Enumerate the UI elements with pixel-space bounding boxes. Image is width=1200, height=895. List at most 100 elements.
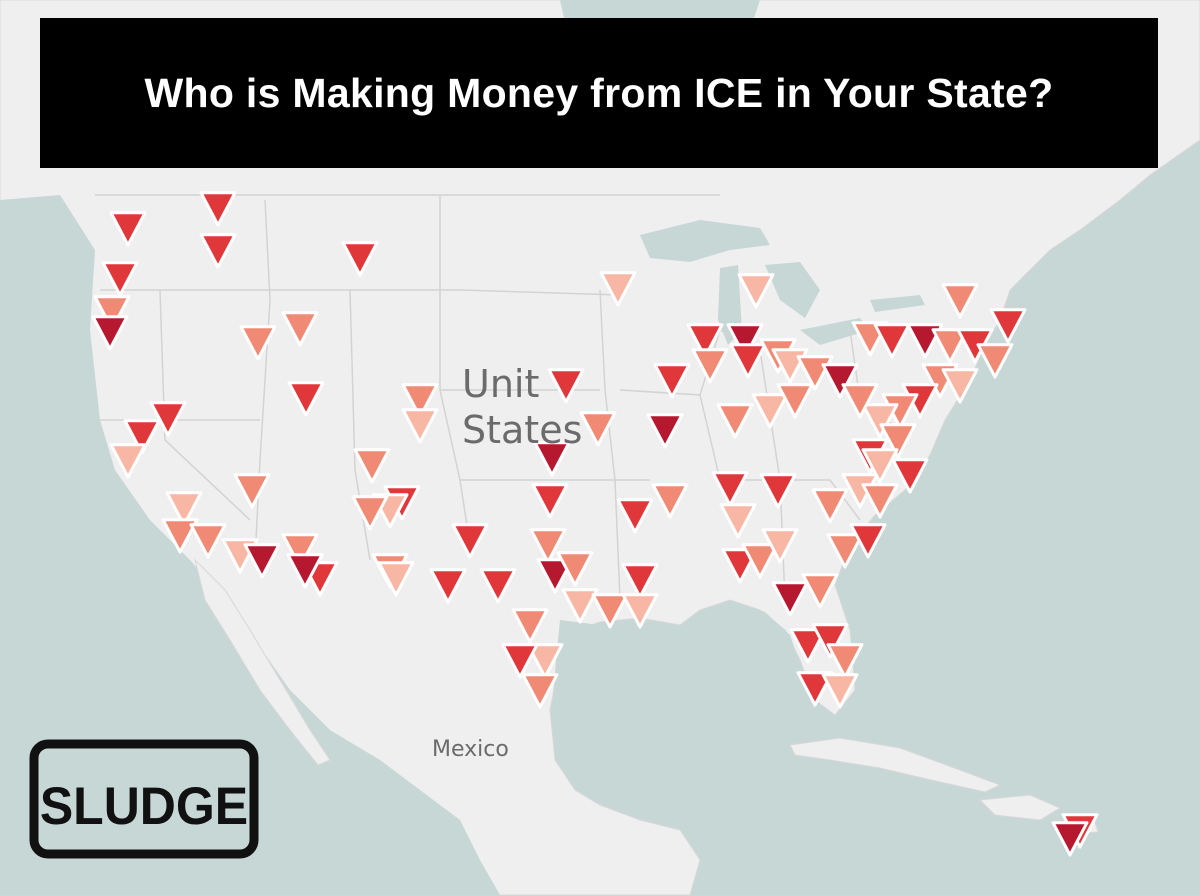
down-triangle-marker[interactable] [533, 441, 571, 477]
down-triangle-marker[interactable] [861, 483, 899, 519]
down-triangle-marker[interactable] [529, 528, 567, 564]
down-triangle-marker[interactable] [801, 573, 839, 609]
contractor-markers[interactable] [91, 191, 1099, 857]
down-triangle-marker[interactable] [716, 403, 754, 439]
country-label-mexico: Mexico [432, 737, 509, 762]
down-triangle-marker[interactable] [91, 315, 129, 351]
down-triangle-marker[interactable] [109, 443, 147, 479]
gulf-of-mexico [552, 602, 800, 810]
down-triangle-marker[interactable] [281, 533, 319, 569]
down-triangle-marker[interactable] [165, 491, 203, 527]
logo-border [29, 739, 259, 859]
down-triangle-marker[interactable] [989, 308, 1027, 344]
down-triangle-marker[interactable] [101, 261, 139, 297]
down-triangle-marker[interactable] [751, 393, 789, 429]
down-triangle-marker[interactable] [189, 523, 227, 559]
down-triangle-marker[interactable] [239, 325, 277, 361]
down-triangle-marker[interactable] [811, 623, 849, 659]
down-triangle-marker[interactable] [861, 403, 899, 439]
down-triangle-marker[interactable] [351, 495, 389, 531]
down-triangle-marker[interactable] [621, 563, 659, 599]
down-triangle-marker[interactable] [199, 191, 237, 227]
down-triangle-marker[interactable] [1051, 821, 1089, 857]
down-triangle-marker[interactable] [759, 473, 797, 509]
down-triangle-marker[interactable] [811, 488, 849, 524]
logo-text: SLUDGE [40, 777, 248, 835]
cuba [789, 737, 1002, 793]
country-label-us-line2: States [462, 408, 583, 452]
down-triangle-marker[interactable] [377, 561, 415, 597]
down-triangle-marker[interactable] [776, 383, 814, 419]
down-triangle-marker[interactable] [579, 411, 617, 447]
title-banner: Who is Making Money from ICE in Your Sta… [40, 18, 1158, 168]
down-triangle-marker[interactable] [281, 311, 319, 347]
down-triangle-marker[interactable] [401, 383, 439, 419]
down-triangle-marker[interactable] [591, 593, 629, 629]
down-triangle-marker[interactable] [556, 551, 594, 587]
down-triangle-marker[interactable] [976, 343, 1014, 379]
great-lakes [640, 220, 925, 345]
down-triangle-marker[interactable] [526, 643, 564, 679]
down-triangle-marker[interactable] [616, 498, 654, 534]
down-triangle-marker[interactable] [149, 401, 187, 437]
down-triangle-marker[interactable] [821, 363, 859, 399]
down-triangle-marker[interactable] [891, 458, 929, 494]
down-triangle-marker[interactable] [479, 568, 517, 604]
down-triangle-marker[interactable] [653, 363, 691, 399]
down-triangle-marker[interactable] [651, 483, 689, 519]
down-triangle-marker[interactable] [521, 673, 559, 709]
down-triangle-marker[interactable] [691, 348, 729, 384]
sludge-logo: SLUDGE [29, 739, 259, 859]
down-triangle-marker[interactable] [826, 643, 864, 679]
down-triangle-marker[interactable] [401, 408, 439, 444]
page-title: Who is Making Money from ICE in Your Sta… [144, 69, 1054, 116]
down-triangle-marker[interactable] [561, 588, 599, 624]
down-triangle-marker[interactable] [353, 448, 391, 484]
down-triangle-marker[interactable] [879, 423, 917, 459]
down-triangle-marker[interactable] [123, 419, 161, 455]
down-triangle-marker[interactable] [931, 328, 969, 364]
down-triangle-marker[interactable] [771, 581, 809, 617]
down-triangle-marker[interactable] [726, 323, 764, 359]
down-triangle-marker[interactable] [511, 608, 549, 644]
down-triangle-marker[interactable] [531, 483, 569, 519]
pacific-west-water [0, 195, 500, 895]
down-triangle-marker[interactable] [536, 558, 574, 594]
down-triangle-marker[interactable] [233, 473, 271, 509]
down-triangle-marker[interactable] [821, 673, 859, 709]
down-triangle-marker[interactable] [599, 271, 637, 307]
down-triangle-marker[interactable] [429, 568, 467, 604]
down-triangle-marker[interactable] [861, 448, 899, 484]
down-triangle-marker[interactable] [621, 593, 659, 629]
down-triangle-marker[interactable] [873, 323, 911, 359]
down-triangle-marker[interactable] [849, 523, 887, 559]
down-triangle-marker[interactable] [93, 295, 131, 331]
down-triangle-marker[interactable] [109, 211, 147, 247]
hispaniola [978, 794, 1062, 821]
down-triangle-marker[interactable] [841, 383, 879, 419]
down-triangle-marker[interactable] [341, 241, 379, 277]
down-triangle-marker[interactable] [941, 283, 979, 319]
down-triangle-marker[interactable] [941, 368, 979, 404]
down-triangle-marker[interactable] [286, 553, 324, 589]
country-label-us-line1: Unit [462, 362, 540, 406]
down-triangle-marker[interactable] [761, 528, 799, 564]
down-triangle-marker[interactable] [796, 671, 834, 707]
down-triangle-marker[interactable] [451, 523, 489, 559]
down-triangle-marker[interactable] [737, 273, 775, 309]
down-triangle-marker[interactable] [287, 381, 325, 417]
down-triangle-marker[interactable] [161, 518, 199, 554]
down-triangle-marker[interactable] [547, 368, 585, 404]
down-triangle-marker[interactable] [199, 233, 237, 269]
down-triangle-marker[interactable] [646, 413, 684, 449]
down-triangle-marker[interactable] [729, 343, 767, 379]
down-triangle-marker[interactable] [741, 543, 779, 579]
down-triangle-marker[interactable] [789, 628, 827, 664]
down-triangle-marker[interactable] [826, 533, 864, 569]
down-triangle-marker[interactable] [686, 323, 724, 359]
down-triangle-marker[interactable] [243, 543, 281, 579]
down-triangle-marker[interactable] [719, 503, 757, 539]
down-triangle-marker[interactable] [711, 471, 749, 507]
baja-peninsula [194, 558, 331, 766]
down-triangle-marker[interactable] [501, 643, 539, 679]
